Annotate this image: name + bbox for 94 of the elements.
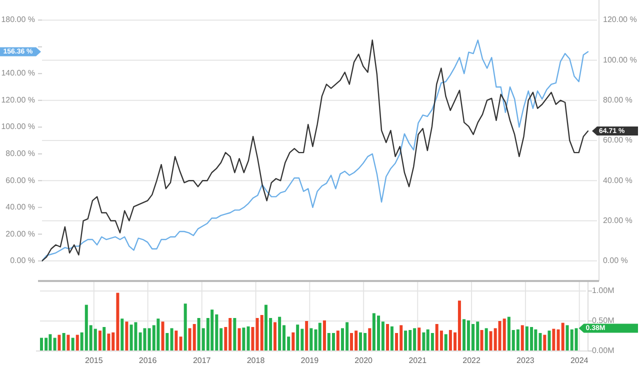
y-tick-label: 0.50M [592,316,615,326]
bar [574,328,578,351]
bar [66,334,70,351]
bar [120,318,124,351]
bar [336,330,340,351]
bar [58,334,61,351]
bar [98,330,102,351]
x-tick-label: 2021 [408,356,428,365]
bar [502,318,506,351]
bar [166,333,169,351]
x-tick-label: 2015 [85,356,104,365]
y-tick-label: 140.00 % [1,68,35,78]
bar [233,318,236,351]
x-tick-label: 2020 [354,356,374,365]
y2-tick-label: 0.00 % [603,256,628,266]
bar [292,332,295,351]
bar [62,333,66,351]
bar [130,324,133,351]
bar [422,332,426,351]
bar [134,322,138,351]
y-tick-label: 0.00 % [10,256,35,266]
bar [184,304,187,351]
bar [390,326,394,351]
x-tick-label: 2023 [516,356,535,365]
bar [462,319,466,351]
y-tick-label: 1.00M [592,286,615,296]
bar [156,318,160,351]
bar [107,334,110,351]
bar [480,330,484,351]
bar [418,328,421,351]
bar [484,328,488,351]
bar [534,329,538,351]
y2-tick-label: 20.00 % [603,216,632,225]
bar [444,334,448,351]
bar [359,332,362,351]
bar [561,322,564,351]
bar [305,321,308,351]
bar [332,333,335,351]
bar [310,328,313,351]
bar [260,315,264,351]
line-series [41,40,589,262]
bar [170,328,174,351]
y2-tick-label: 80.00 % [603,95,632,104]
bar [296,324,300,351]
bar [246,326,250,351]
bar [242,328,246,351]
bar [318,322,322,351]
bar [53,338,56,351]
bar [161,322,164,351]
y2-tick-label: 60.00 % [603,136,632,145]
bar [210,310,214,351]
bar [192,324,196,351]
bar [273,322,276,351]
bar [404,330,408,351]
y-tick-label: 40.00 % [6,202,35,212]
x-tick-label: 2016 [138,356,158,365]
y2-tick-label: 100.00 % [603,55,637,64]
bar [552,328,556,351]
y-tick-label: 100.00 % [1,122,35,132]
y-tick-label: 20.00 % [6,229,35,238]
bar [386,324,390,351]
bar [543,334,546,351]
bar [458,300,461,351]
bar [71,338,74,351]
bar [516,329,520,351]
x-tick-label: 2019 [300,356,320,365]
bar [179,336,182,351]
y2-tick-label: 40.00 % [603,176,632,185]
x-tick-label: 2018 [246,356,266,365]
bar [278,316,282,351]
bar [430,333,434,351]
y-tick-label: 120.00 % [1,95,35,104]
bar [548,330,551,351]
y2-tick-label: 120.00 % [603,15,637,24]
bar [76,334,79,351]
bar [48,334,52,351]
bar [238,328,241,351]
bar [143,328,146,351]
bar [322,320,326,351]
bar [368,328,372,351]
bar [174,330,178,351]
bar [125,322,128,351]
x-tick-label: 2024 [570,356,589,365]
x-tick-label: 2022 [462,356,481,365]
bar [251,327,254,351]
bar [102,327,106,351]
bar [138,332,142,351]
bar [520,325,524,351]
bar [94,328,97,351]
y-tick-label: 60.00 % [6,176,35,185]
y-tick-label: 0.00M [592,346,615,356]
y-tick-label: 80.00 % [6,148,35,158]
x-tick-label: 2017 [192,356,212,365]
y-tick-label: 180.00 % [1,15,35,24]
